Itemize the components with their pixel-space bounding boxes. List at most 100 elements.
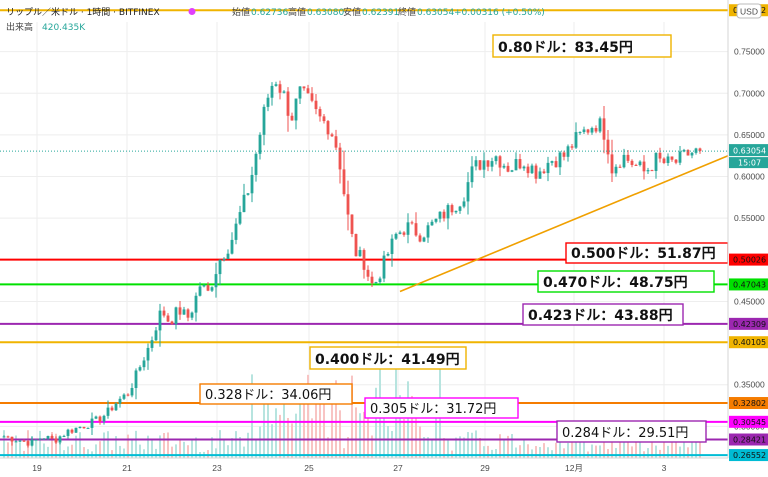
volume-bar (147, 435, 149, 458)
candles (0, 80, 728, 448)
volume-bar (471, 432, 473, 458)
candle-body (242, 194, 246, 213)
volume-bar (611, 434, 613, 458)
candle-body (626, 154, 630, 161)
volume-bar (447, 440, 449, 458)
volume-bar (123, 448, 125, 458)
volume-bar (63, 450, 65, 458)
volume-bar (187, 445, 189, 458)
volume-bar (523, 439, 525, 458)
volume-bar (383, 416, 385, 458)
volume-bar (651, 434, 653, 458)
candle-body (154, 330, 158, 341)
price-axis[interactable]: 0.75000 0.70000 0.65000 0.60000 0.55000 0.450… (727, 0, 768, 477)
candle-body (358, 250, 362, 257)
volume-bar (355, 407, 357, 458)
candle-body (510, 170, 514, 172)
y-tick-label: 0.65000 (734, 130, 765, 140)
candle-body (322, 116, 326, 122)
candle-body (198, 286, 202, 296)
volume-bar (351, 375, 353, 458)
candle-body (442, 211, 446, 219)
currency-badge[interactable]: USD (736, 3, 762, 19)
volume-bar (539, 446, 541, 458)
y-tick-label: 0.35000 (734, 380, 765, 390)
candle-body (574, 132, 578, 148)
candle-body (54, 438, 58, 443)
candle-body (170, 321, 174, 325)
candle-body (214, 274, 218, 288)
candle-body (274, 84, 278, 86)
candle-body (126, 394, 130, 396)
volume-bar (239, 437, 241, 458)
volume-bar (579, 437, 581, 458)
price-annotation-text: 0.423ドル：43.88円 (528, 308, 673, 324)
volume-bar (559, 437, 561, 458)
candle-body (338, 147, 342, 170)
candle-body (586, 129, 590, 133)
volume-bar (35, 440, 37, 458)
candle-body (526, 166, 530, 174)
countdown-tag (729, 157, 768, 169)
candle-body (618, 166, 622, 168)
candle-body (466, 182, 470, 202)
candle-body (310, 93, 314, 101)
volume-bar (531, 449, 533, 458)
candle-body (546, 162, 550, 174)
volume-bar (331, 383, 333, 458)
candle-body (514, 159, 518, 171)
candle-body (226, 253, 230, 259)
time-axis[interactable]: 19 21 23 25 27 29 12月 3 (0, 457, 728, 473)
candle-body (474, 160, 478, 167)
candle-body (542, 171, 546, 174)
volume-bar (19, 442, 21, 458)
volume-bar (411, 395, 413, 458)
change-value: +0.00316 (+0.50%) (454, 8, 545, 18)
candle-body (582, 129, 586, 133)
candle-body (38, 438, 42, 440)
support-trendline[interactable] (399, 154, 729, 293)
candle-body (562, 152, 566, 157)
volume-bar (95, 444, 97, 458)
candle-body (190, 312, 194, 318)
volume-bar (511, 434, 513, 458)
candle-body (550, 161, 554, 163)
trendline[interactable] (399, 154, 729, 293)
volume-bar (491, 449, 493, 458)
candle-body (462, 201, 466, 207)
candle-body (86, 427, 90, 429)
level-price-label: 0.42309 (733, 320, 766, 329)
level-price-tag (729, 397, 768, 410)
candle-body (450, 205, 454, 213)
volume-bar (143, 449, 145, 458)
volume-bar (15, 435, 17, 458)
candle-body (374, 282, 378, 284)
header: リップル／米ドル · 1時間 · BITFINEX 始値 0.62736 高値 … (6, 6, 545, 33)
x-tick-label: 12月 (565, 463, 583, 473)
countdown-value: 15:07 (738, 159, 761, 168)
price-annotation-box (556, 420, 707, 443)
candle-body (690, 152, 694, 156)
low-value: 0.62391 (362, 8, 399, 18)
candle-body (422, 237, 426, 242)
volume-bar (475, 430, 477, 458)
volume-bar (463, 437, 465, 458)
level-price-label: 0.47043 (733, 280, 766, 289)
volume-bar (487, 445, 489, 458)
candle-body (594, 128, 598, 132)
volume-bar (567, 442, 569, 458)
close-value: 0.63054 (417, 8, 454, 18)
volume-bar (467, 432, 469, 458)
candle-body (258, 134, 262, 154)
volume-bar (327, 437, 329, 458)
candle-body (246, 193, 250, 195)
price-annotation-box (309, 346, 467, 370)
volume-bar (291, 423, 293, 458)
candle-body (502, 165, 506, 168)
volume-bar (671, 441, 673, 458)
candle-body (78, 426, 82, 428)
candle-body (698, 148, 702, 152)
price-annotation-text: 0.305ドル：31.72円 (370, 402, 496, 417)
price-annotations: 0.80ドル：83.45円 0.500ドル：51.87円 0.470ドル：48.75… (199, 34, 729, 443)
